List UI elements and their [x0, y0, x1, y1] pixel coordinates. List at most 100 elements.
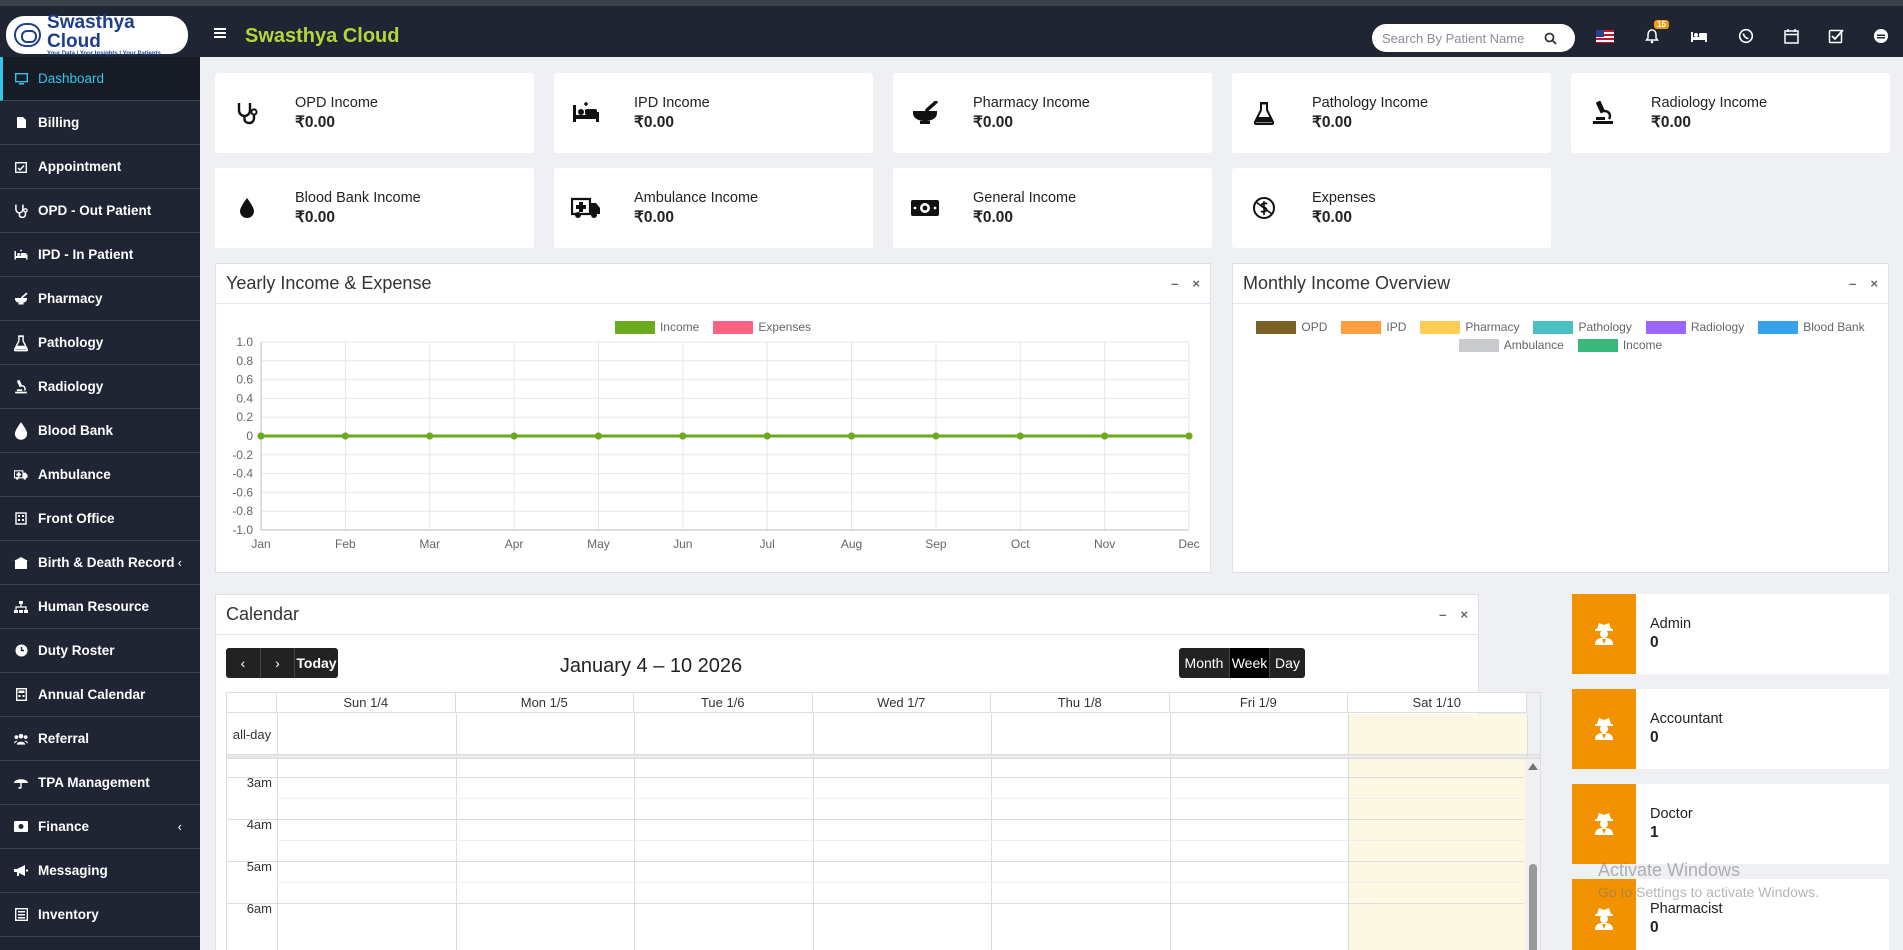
calculator-icon	[14, 688, 28, 702]
legend-swatch	[1645, 320, 1686, 334]
income-card-value: ₹0.00	[634, 208, 675, 226]
sidebar-item-appointment[interactable]: Appointment	[0, 145, 200, 189]
minimize-icon[interactable]: –	[1439, 607, 1447, 622]
staff-card-pharmacist[interactable]: Pharmacist 0	[1572, 879, 1889, 950]
income-card-ipd-income[interactable]: IPD Income ₹0.00	[554, 73, 873, 153]
legend-item[interactable]: Expenses	[713, 320, 811, 334]
sidebar-item-opd-out-patient[interactable]: OPD - Out Patient	[0, 189, 200, 233]
sidebar-item-referral[interactable]: Referral	[0, 717, 200, 761]
sidebar-item-dashboard[interactable]: Dashboard	[0, 57, 200, 101]
flask-icon	[14, 334, 28, 351]
minimize-icon[interactable]: –	[1849, 276, 1857, 291]
sidebar-item-messaging[interactable]: Messaging	[0, 849, 200, 893]
staff-card-accountant[interactable]: Accountant 0	[1572, 689, 1889, 769]
calendar-day-header[interactable]: Mon 1/5	[455, 693, 634, 713]
income-card-ambulance-income[interactable]: Ambulance Income ₹0.00	[554, 168, 873, 248]
sidebar-item-inventory[interactable]: Inventory	[0, 893, 200, 937]
clock-icon	[14, 644, 28, 658]
staff-card-label: Doctor	[1650, 806, 1693, 822]
calendar-day-header[interactable]: Sun 1/4	[277, 693, 456, 713]
sitemap-icon	[14, 600, 28, 614]
sidebar-item-birth-death-record[interactable]: Birth & Death Record ‹	[0, 541, 200, 585]
income-card-general-income[interactable]: General Income ₹0.00	[893, 168, 1212, 248]
sidebar-item-ipd-in-patient[interactable]: IPD - In Patient	[0, 233, 200, 277]
legend-item[interactable]: Ambulance	[1458, 338, 1564, 352]
legend-swatch	[1341, 320, 1382, 334]
x-tick-label: Jul	[760, 537, 775, 551]
legend-item[interactable]: Pathology	[1533, 320, 1632, 334]
calendar-next-button[interactable]: ›	[260, 648, 294, 678]
calendar-icon[interactable]	[1782, 28, 1800, 44]
search-icon[interactable]	[1544, 32, 1557, 45]
income-card-pathology-income[interactable]: Pathology Income ₹0.00	[1232, 73, 1551, 153]
calendar-slot-line	[277, 882, 1524, 883]
task-check-icon[interactable]	[1827, 28, 1845, 44]
legend-item[interactable]: Radiology	[1645, 320, 1745, 334]
chevron-left-icon[interactable]: ‹	[177, 819, 182, 834]
bell-icon[interactable]: 15	[1643, 20, 1669, 44]
sidebar-item-front-office[interactable]: Front Office	[0, 497, 200, 541]
legend-label: Radiology	[1690, 320, 1745, 334]
legend-label: Ambulance	[1503, 338, 1564, 352]
sidebar-item-label: Pathology	[38, 335, 104, 350]
legend-item[interactable]: IPD	[1341, 320, 1406, 334]
calendar-view-week-button[interactable]: Week	[1229, 648, 1269, 678]
calendar-day-header[interactable]: Fri 1/9	[1169, 693, 1348, 713]
money-bill-icon	[907, 198, 943, 218]
legend-item[interactable]: Income	[1577, 338, 1662, 352]
calendar-day-header[interactable]: Wed 1/7	[812, 693, 991, 713]
sidebar-item-radiology[interactable]: Radiology	[0, 365, 200, 409]
calendar-day-header[interactable]: Sat 1/10	[1348, 693, 1527, 713]
income-card-expenses[interactable]: Expenses ₹0.00	[1232, 168, 1551, 248]
calendar-scrollbar[interactable]	[1525, 759, 1540, 950]
calendar-view-day-button[interactable]: Day	[1269, 648, 1305, 678]
income-card-opd-income[interactable]: OPD Income ₹0.00	[215, 73, 534, 153]
calendar-day-header[interactable]: Thu 1/8	[991, 693, 1170, 713]
scroll-up-arrow-icon[interactable]	[1528, 763, 1538, 770]
legend-item[interactable]: Income	[614, 320, 700, 334]
legend-item[interactable]: OPD	[1256, 320, 1327, 334]
sidebar-item-ambulance[interactable]: Ambulance	[0, 453, 200, 497]
sidebar-item-human-resource[interactable]: Human Resource	[0, 585, 200, 629]
sidebar-item-billing[interactable]: Billing	[0, 101, 200, 145]
legend-label: Income	[659, 320, 700, 334]
chevron-left-icon[interactable]: ‹	[177, 555, 182, 570]
sidebar-toggle-icon[interactable]	[214, 28, 226, 38]
income-card-blood-bank-income[interactable]: Blood Bank Income ₹0.00	[215, 168, 534, 248]
y-tick-label: -0.4	[232, 467, 253, 481]
whatsapp-icon[interactable]	[1737, 28, 1755, 44]
calendar-view-month-button[interactable]: Month	[1179, 648, 1229, 678]
calendar-prev-button[interactable]: ‹	[226, 648, 260, 678]
minimize-icon[interactable]: –	[1171, 276, 1179, 291]
x-tick-label: Mar	[419, 537, 440, 551]
close-icon[interactable]: ×	[1192, 276, 1200, 291]
sidebar-item-blood-bank[interactable]: Blood Bank	[0, 409, 200, 453]
income-card-radiology-income[interactable]: Radiology Income ₹0.00	[1571, 73, 1890, 153]
sidebar-item-annual-calendar[interactable]: Annual Calendar	[0, 673, 200, 717]
patient-search-input[interactable]	[1382, 30, 1544, 46]
close-icon[interactable]: ×	[1870, 276, 1878, 291]
sidebar-item-duty-roster[interactable]: Duty Roster	[0, 629, 200, 673]
legend-item[interactable]: Pharmacy	[1420, 320, 1519, 334]
legend-item[interactable]: Blood Bank	[1758, 320, 1865, 334]
top-navbar: Swasthya Cloud Your Data | Your Insights…	[0, 0, 1903, 57]
calendar-time-label: 5am	[246, 859, 272, 874]
sidebar-item-pathology[interactable]: Pathology	[0, 321, 200, 365]
sidebar-item-finance[interactable]: Finance ‹	[0, 805, 200, 849]
scroll-thumb[interactable]	[1529, 864, 1537, 950]
us-flag-icon[interactable]	[1596, 28, 1614, 44]
sidebar-item-tpa-management[interactable]: TPA Management	[0, 761, 200, 805]
bed-icon[interactable]	[1690, 28, 1708, 44]
staff-card-doctor[interactable]: Doctor 1	[1572, 784, 1889, 864]
sidebar-item-pharmacy[interactable]: Pharmacy	[0, 277, 200, 321]
income-card-pharmacy-income[interactable]: Pharmacy Income ₹0.00	[893, 73, 1212, 153]
user-menu-icon[interactable]	[1872, 28, 1890, 44]
close-icon[interactable]: ×	[1460, 607, 1468, 622]
staff-card-admin[interactable]: Admin 0	[1572, 594, 1889, 674]
calendar-today-button[interactable]: Today	[294, 648, 338, 678]
app-logo[interactable]: Swasthya Cloud Your Data | Your Insights…	[6, 13, 188, 57]
ambulance-icon	[14, 468, 28, 482]
calendar-day-header[interactable]: Tue 1/6	[634, 693, 813, 713]
legend-swatch	[1420, 320, 1461, 334]
data-point-income	[594, 432, 602, 440]
